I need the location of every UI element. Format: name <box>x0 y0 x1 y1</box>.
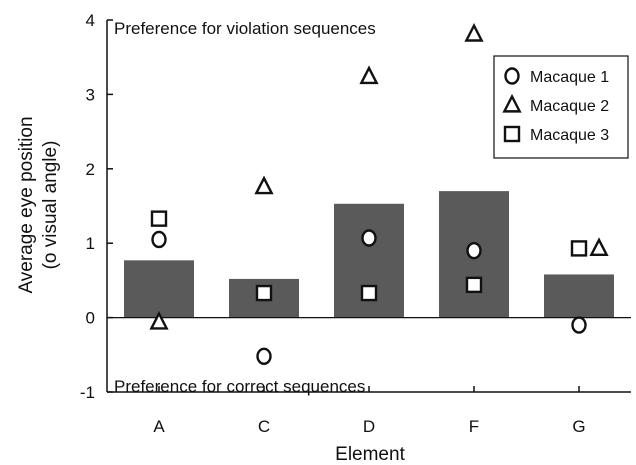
annotation-bottom: Preference for correct sequences <box>114 377 365 396</box>
marker-triangle-G <box>589 237 609 256</box>
bar-A <box>124 260 194 318</box>
marker-square-D <box>360 284 378 302</box>
x-tick-label: F <box>469 417 479 436</box>
y-tick-label: 4 <box>86 11 95 30</box>
marker-circle-A <box>151 230 167 249</box>
y-tick-label: 0 <box>86 309 95 328</box>
legend-label: Macaque 2 <box>530 98 609 115</box>
y-tick-label: 1 <box>86 234 95 253</box>
y-tick-label: 2 <box>86 160 95 179</box>
marker-circle-G <box>571 316 587 334</box>
markers-layer <box>149 23 609 365</box>
marker-square-A <box>150 210 168 227</box>
x-tick-label: A <box>153 417 165 436</box>
y-tick-label: -1 <box>80 383 95 402</box>
bars-layer <box>124 191 614 318</box>
legend-label: Macaque 3 <box>530 127 609 144</box>
x-tick-label: G <box>572 417 585 436</box>
y-tick-label: 3 <box>86 85 95 104</box>
legend-marker-square <box>503 125 521 143</box>
marker-square-G <box>570 240 588 257</box>
marker-circle-F <box>466 241 482 260</box>
marker-triangle-A <box>149 310 169 330</box>
y-axis-subtitle: (o visual angle) <box>40 141 61 270</box>
legend-label: Macaque 1 <box>530 69 609 86</box>
x-axis-title: Element <box>335 444 405 465</box>
marker-triangle-F <box>464 23 484 42</box>
y-axis-title: Average eye position <box>16 116 37 293</box>
annotation-top: Preference for violation sequences <box>114 19 376 38</box>
bar-G <box>544 274 614 318</box>
marker-square-F <box>465 276 483 294</box>
y-ticks: -1 0 1 2 3 4 <box>80 11 113 402</box>
x-tick-label: C <box>258 417 270 436</box>
marker-circle-D <box>361 229 377 247</box>
legend-marker-circle <box>504 67 520 85</box>
x-tick-label: D <box>363 417 375 436</box>
marker-square-C <box>255 284 273 302</box>
marker-triangle-D <box>359 65 379 85</box>
marker-triangle-C <box>254 175 274 195</box>
marker-circle-C <box>256 347 272 365</box>
legend-marker-triangle <box>502 93 522 113</box>
legend: Macaque 1 Macaque 2 Macaque 3 <box>493 55 629 159</box>
